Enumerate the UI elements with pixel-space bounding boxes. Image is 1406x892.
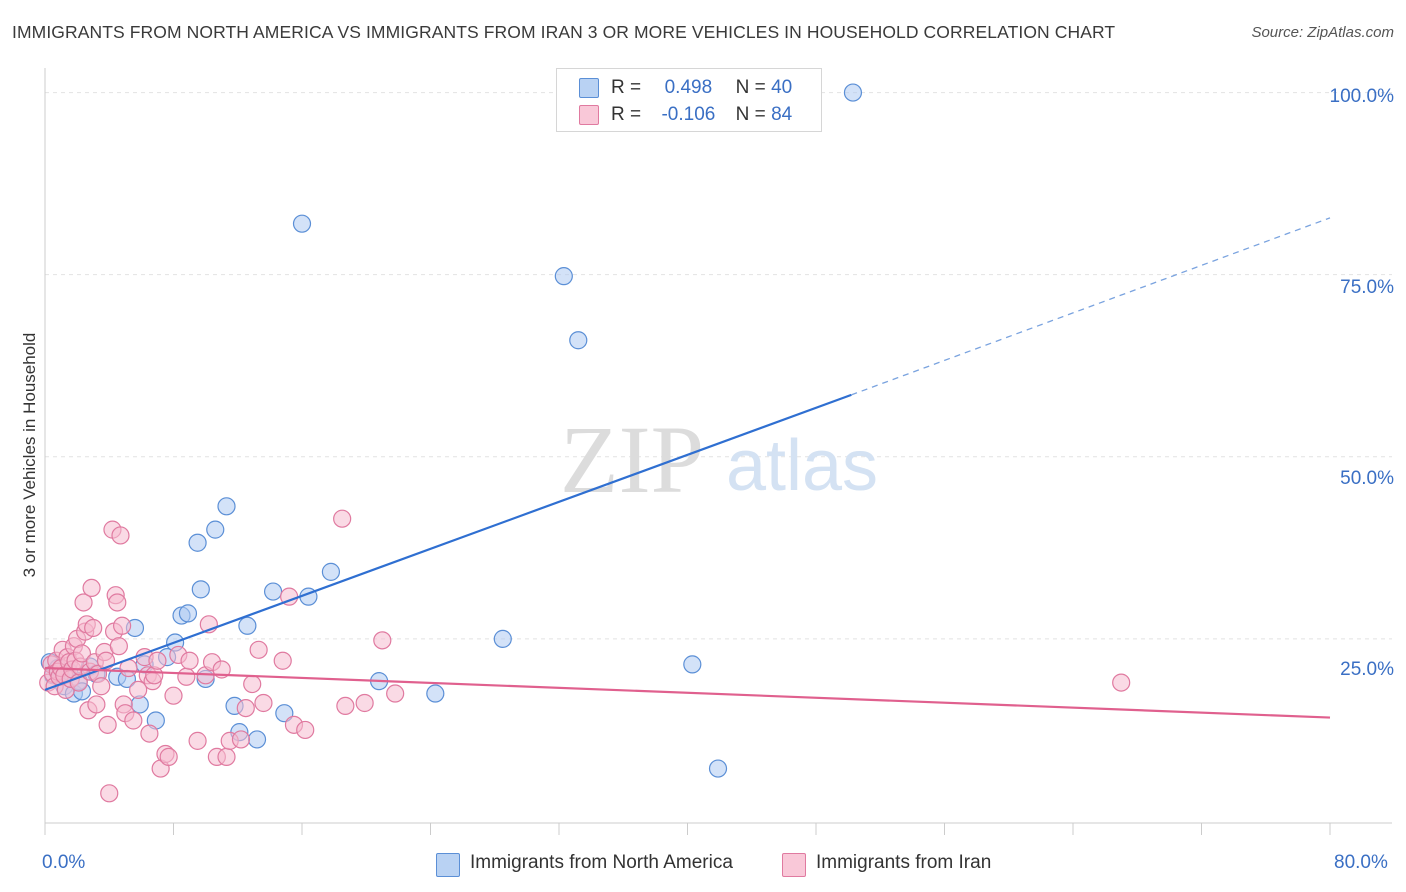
point-iran	[140, 724, 159, 743]
trendline-north-america-extension	[851, 217, 1331, 396]
point-north-america	[191, 580, 210, 599]
y-tick-75: 75.0%	[1340, 277, 1394, 298]
point-north-america	[247, 730, 267, 749]
gridlines	[45, 92, 1392, 640]
point-iran	[100, 784, 119, 803]
point-north-america	[554, 267, 573, 286]
point-iran	[84, 618, 103, 638]
point-iran	[72, 644, 92, 663]
legend-r-value-iran: -0.106	[661, 104, 716, 125]
point-iran	[164, 686, 183, 705]
point-iran	[124, 711, 143, 730]
point-north-america	[178, 604, 198, 623]
point-iran	[92, 677, 111, 696]
point-iran	[108, 593, 127, 612]
point-iran	[217, 747, 236, 766]
point-iran	[180, 651, 199, 670]
point-iran	[236, 698, 255, 718]
point-north-america	[238, 616, 257, 635]
trendline-north-america	[44, 393, 852, 691]
point-north-america	[263, 582, 283, 601]
point-iran	[1112, 673, 1131, 692]
point-iran	[386, 684, 405, 703]
point-north-america	[493, 629, 512, 648]
point-iran	[87, 695, 106, 714]
y-tick-50: 50.0%	[1340, 468, 1394, 489]
point-north-america	[292, 214, 312, 233]
point-iran	[129, 680, 148, 699]
point-iran	[333, 509, 352, 528]
legend-r-label: R =	[611, 77, 642, 98]
point-north-america	[188, 533, 207, 552]
point-iran	[188, 731, 207, 750]
legend-n-label: N =	[735, 104, 766, 125]
axes	[44, 68, 1392, 835]
point-iran	[111, 526, 130, 545]
point-iran	[273, 651, 292, 670]
point-iran	[231, 730, 251, 749]
x-tick-max: 80.0%	[1334, 852, 1388, 873]
point-north-america	[683, 655, 702, 674]
legend-swatch-north-america	[579, 78, 599, 98]
point-iran	[98, 715, 117, 734]
trendlines	[44, 217, 1331, 719]
point-iran	[74, 593, 93, 612]
point-iran	[296, 720, 315, 740]
point-iran	[373, 631, 392, 650]
point-iran	[148, 651, 167, 670]
legend-swatch-iran	[579, 105, 599, 125]
watermark-zip: ZIP	[560, 406, 704, 513]
legend-n-value-north-america: 40	[771, 77, 793, 98]
chart-title: IMMIGRANTS FROM NORTH AMERICA VS IMMIGRA…	[12, 22, 1116, 42]
point-north-america	[275, 704, 294, 723]
point-iran	[254, 693, 273, 713]
x-tick-min: 0.0%	[42, 852, 86, 873]
point-iran	[112, 616, 132, 635]
bottom-legend-label-north-america: Immigrants from North America	[470, 852, 733, 873]
point-north-america	[569, 331, 588, 350]
watermark-atlas: atlas	[726, 426, 878, 506]
point-north-america	[206, 520, 225, 539]
point-north-america	[321, 562, 341, 581]
stats-legend: R = 0.498 N = 40 R = -0.106 N = 84	[556, 68, 822, 132]
legend-n-label: N =	[735, 77, 766, 98]
point-north-america	[843, 83, 863, 102]
point-iran	[177, 667, 196, 686]
point-north-america	[217, 497, 236, 516]
trendline-iran	[44, 666, 1331, 719]
zipatlas-watermark: ZIP atlas	[560, 406, 878, 513]
legend-r-value-north-america: 0.498	[664, 77, 713, 98]
point-north-america	[708, 759, 728, 778]
y-tick-100: 100.0%	[1329, 86, 1394, 107]
y-tick-25: 25.0%	[1340, 659, 1394, 680]
bottom-legend-swatch-north-america	[436, 853, 460, 877]
point-iran	[109, 637, 128, 656]
point-iran	[249, 640, 268, 659]
point-iran	[159, 747, 178, 766]
point-iran	[355, 693, 374, 713]
legend-n-value-iran: 84	[771, 104, 793, 125]
series-iran	[39, 509, 1131, 803]
point-iran	[336, 696, 355, 716]
point-north-america	[426, 684, 445, 703]
source-credit: Source: ZipAtlas.com	[1251, 24, 1394, 41]
point-iran	[82, 578, 101, 598]
y-axis-label: 3 or more Vehicles in Household	[20, 332, 39, 578]
bottom-legend-label-iran: Immigrants from Iran	[816, 852, 992, 873]
point-iran	[243, 674, 262, 694]
bottom-legend-swatch-iran	[782, 853, 806, 877]
legend-r-label: R =	[611, 104, 642, 125]
